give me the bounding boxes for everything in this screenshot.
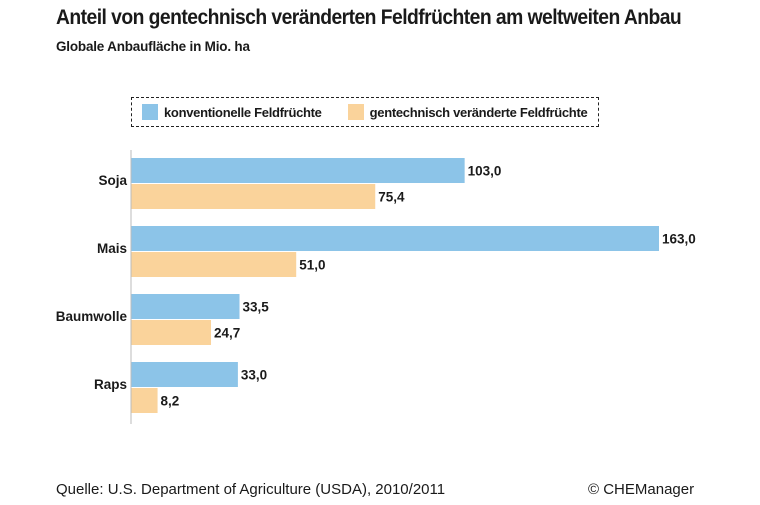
value-label-mais-genetically-modified: 51,0	[299, 258, 325, 273]
value-label-raps-genetically-modified: 8,2	[161, 394, 180, 409]
legend-label-genetically-modified: gentechnisch veränderte Feldfrüchte	[369, 104, 588, 120]
bar-soja-conventional	[131, 158, 465, 183]
chart-title: Anteil von gentechnisch veränderten Feld…	[56, 6, 682, 29]
category-label-soja: Soja	[98, 173, 127, 188]
value-label-soja-conventional: 103,0	[468, 164, 502, 179]
source-note: Quelle: U.S. Department of Agriculture (…	[56, 481, 446, 498]
value-label-baumwolle-genetically-modified: 24,7	[214, 326, 240, 341]
value-label-mais-conventional: 163,0	[662, 232, 696, 247]
legend: konventionelle Feldfrüchte gentechnisch …	[131, 97, 599, 127]
value-label-baumwolle-conventional: 33,5	[243, 300, 270, 315]
legend-swatch-genetically-modified	[347, 104, 364, 120]
category-label-raps: Raps	[94, 377, 127, 392]
bar-raps-conventional	[131, 362, 238, 387]
bar-raps-genetically-modified	[131, 388, 158, 413]
bar-baumwolle-conventional	[131, 294, 240, 319]
value-label-soja-genetically-modified: 75,4	[378, 190, 405, 205]
legend-item-conventional: konventionelle Feldfrüchte	[132, 104, 322, 120]
bar-mais-conventional	[131, 226, 659, 251]
bar-mais-genetically-modified	[131, 252, 297, 277]
chart-subtitle: Globale Anbaufläche in Mio. ha	[56, 39, 250, 54]
legend-swatch-conventional	[142, 104, 158, 120]
brand-credit: © CHEManager	[588, 481, 695, 498]
bar-soja-genetically-modified	[131, 184, 376, 209]
value-label-raps-conventional: 33,0	[241, 368, 267, 383]
category-label-baumwolle: Baumwolle	[56, 309, 128, 324]
legend-label-conventional: konventionelle Feldfrüchte	[164, 104, 322, 120]
legend-item-genetically-modified: gentechnisch veränderte Feldfrüchte	[338, 104, 588, 120]
bar-baumwolle-genetically-modified	[131, 320, 212, 345]
category-label-mais: Mais	[97, 241, 127, 256]
